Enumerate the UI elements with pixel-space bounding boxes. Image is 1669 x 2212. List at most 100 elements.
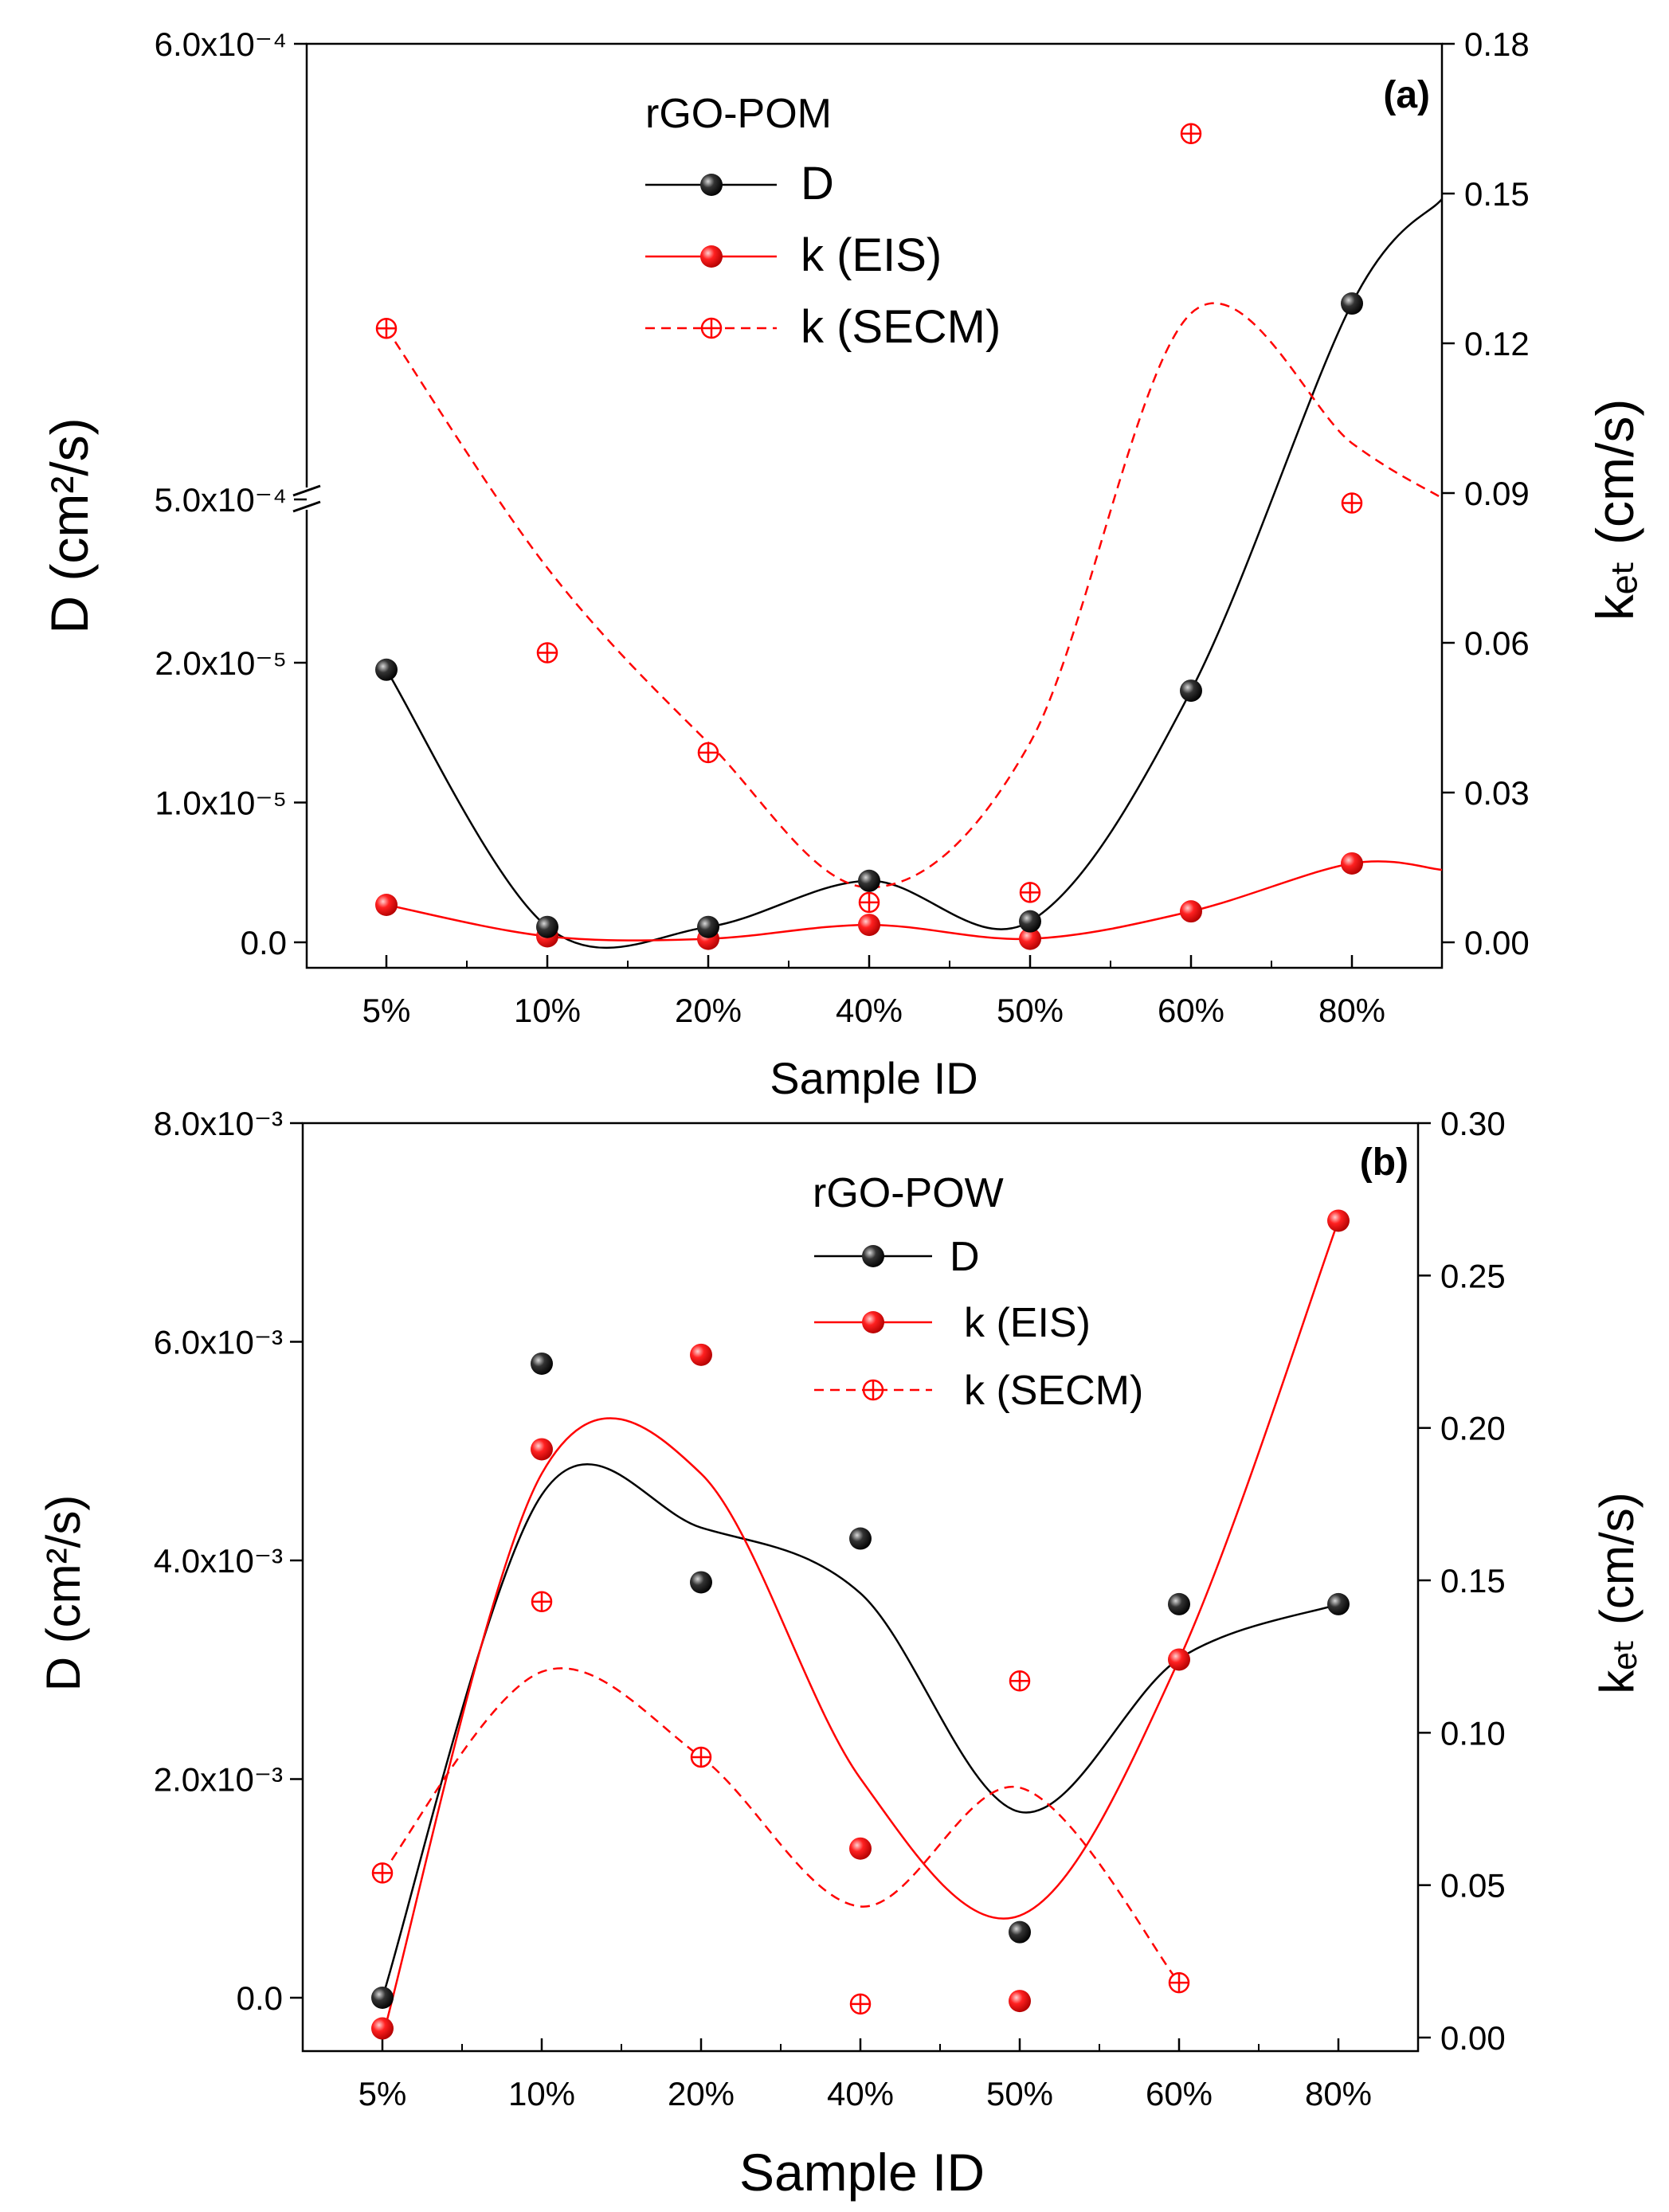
axis-break-mark-2 bbox=[292, 500, 321, 513]
left-ticks-b: 0.0 2.0x10⁻³ 4.0x10⁻³ 6.0x10⁻³ 8.0x10⁻³ bbox=[154, 1105, 303, 2017]
right-tick-label-a: 0.18 bbox=[1464, 25, 1530, 63]
fit-curves-b bbox=[381, 1220, 1340, 2038]
right-tick-label-a: 0.00 bbox=[1464, 924, 1530, 961]
right-tick-label-b: 0.05 bbox=[1440, 1867, 1506, 1905]
x-tick-label-b: 5% bbox=[358, 2075, 407, 2112]
plot-frame-b bbox=[301, 1122, 1420, 2053]
x-tick-label-a: 5% bbox=[362, 992, 411, 1029]
point-d-b bbox=[1168, 1592, 1190, 1615]
legend-marker-d-b bbox=[862, 1245, 884, 1267]
point-d-a bbox=[1341, 292, 1363, 315]
right-tick-label-b: 0.15 bbox=[1440, 1562, 1506, 1599]
left-tick-label-a: 5.0x10⁻⁴ bbox=[155, 481, 287, 519]
legend-a: rGO-POM D k (EIS) k (SECM) bbox=[645, 91, 1001, 353]
legend-title-a: rGO-POM bbox=[645, 91, 832, 137]
legend-item-keis-a: k (EIS) bbox=[645, 229, 942, 281]
legend-marker-keis-b bbox=[862, 1311, 884, 1333]
x-tick-label-b: 50% bbox=[986, 2075, 1053, 2112]
data-points-a bbox=[375, 123, 1363, 950]
point-ksecm-b bbox=[1009, 1670, 1031, 1692]
point-d-a bbox=[697, 915, 719, 938]
panel-label-b: (b) bbox=[1360, 1141, 1408, 1184]
panel-a: 5% 10% 20% 40% 50% 60% 80% 0.0 1.0x10⁻⁵ 2.0x10⁻⁵… bbox=[40, 25, 1644, 1103]
point-d-a bbox=[858, 869, 880, 892]
point-keis-b bbox=[531, 1438, 553, 1461]
x-tick-label-b: 80% bbox=[1305, 2075, 1372, 2112]
point-d-b bbox=[690, 1571, 712, 1594]
point-d-b bbox=[1009, 1920, 1031, 1944]
right-tick-label-b: 0.10 bbox=[1440, 1714, 1506, 1752]
left-tick-label-b: 4.0x10⁻³ bbox=[154, 1542, 283, 1580]
point-d-a bbox=[375, 658, 398, 681]
point-d-b bbox=[531, 1352, 553, 1375]
right-tick-label-b: 0.00 bbox=[1440, 2019, 1506, 2057]
x-tick-label-a: 60% bbox=[1158, 992, 1224, 1029]
point-d-b bbox=[849, 1527, 872, 1550]
point-keis-b bbox=[1009, 1990, 1031, 2013]
plot-frame-a bbox=[305, 42, 1444, 969]
point-ksecm-a bbox=[1180, 123, 1202, 145]
legend-item-ksecm-b: k (SECM) bbox=[814, 1368, 1143, 1414]
legend-item-d-a: D bbox=[645, 158, 834, 209]
left-ticks-a: 0.0 1.0x10⁻⁵ 2.0x10⁻⁵ 5.0x10⁻⁴ 6.0x10⁻⁴ bbox=[155, 25, 307, 961]
point-keis-a bbox=[1341, 852, 1363, 875]
right-tick-label-a: 0.12 bbox=[1464, 325, 1530, 362]
point-keis-b bbox=[690, 1343, 712, 1366]
point-keis-a bbox=[1180, 900, 1202, 923]
x-tick-label-b: 40% bbox=[827, 2075, 894, 2112]
point-ksecm-a bbox=[1019, 882, 1041, 903]
x-tick-label-b: 20% bbox=[668, 2075, 735, 2112]
legend-b: rGO-POW D k (EIS) k (SECM) bbox=[813, 1170, 1143, 1414]
y-axis-right-label-b: kₑₜ (cm/s) bbox=[1590, 1492, 1644, 1693]
point-keis-b bbox=[849, 1837, 872, 1860]
axis-break-mark-1 bbox=[292, 484, 321, 497]
right-tick-label-b: 0.20 bbox=[1440, 1410, 1506, 1447]
legend-marker-keis-a bbox=[700, 245, 723, 268]
point-keis-b bbox=[1327, 1209, 1350, 1232]
fit-curve-d-b bbox=[381, 1463, 1339, 1999]
x-tick-label-a: 50% bbox=[997, 992, 1064, 1029]
y-axis-right-label-a: kₑₜ (cm/s) bbox=[1585, 399, 1644, 621]
legend-label-d-b: D bbox=[950, 1234, 980, 1280]
point-d-a bbox=[1019, 910, 1041, 933]
right-tick-label-b: 0.25 bbox=[1440, 1257, 1506, 1294]
point-keis-a bbox=[375, 894, 398, 916]
left-tick-label-a: 6.0x10⁻⁴ bbox=[155, 25, 287, 63]
left-tick-label-a: 0.0 bbox=[241, 924, 287, 961]
left-tick-label-a: 2.0x10⁻⁵ bbox=[155, 644, 287, 682]
x-tick-label-b: 10% bbox=[508, 2075, 575, 2112]
left-tick-label-b: 8.0x10⁻³ bbox=[154, 1105, 283, 1142]
point-ksecm-a bbox=[375, 317, 398, 339]
legend-marker-ksecm-a bbox=[700, 317, 723, 339]
point-ksecm-a bbox=[858, 891, 880, 914]
point-ksecm-b bbox=[531, 1591, 553, 1613]
point-ksecm-a bbox=[536, 642, 558, 664]
legend-item-ksecm-a: k (SECM) bbox=[645, 301, 1001, 353]
x-tick-label-b: 60% bbox=[1146, 2075, 1213, 2112]
x-axis-label-b: Sample ID bbox=[739, 2143, 985, 2202]
legend-label-ksecm-b: k (SECM) bbox=[964, 1368, 1143, 1414]
right-tick-label-b: 0.30 bbox=[1440, 1105, 1506, 1142]
y-axis-left-label-b: D (cm²/s) bbox=[37, 1495, 90, 1692]
legend-marker-ksecm-b bbox=[862, 1379, 884, 1401]
panel-b: 5% 10% 20% 40% 50% 60% 80% 0.0 2.0x10⁻³ 4.0x10⁻³… bbox=[37, 1105, 1644, 2202]
right-tick-label-a: 0.09 bbox=[1464, 475, 1530, 512]
point-d-a bbox=[1180, 679, 1202, 703]
x-tick-label-a: 80% bbox=[1318, 992, 1385, 1029]
right-ticks-b: 0.00 0.05 0.10 0.15 0.20 0.25 0.30 bbox=[1418, 1105, 1506, 2057]
legend-label-ksecm-a: k (SECM) bbox=[801, 301, 1001, 353]
point-keis-b bbox=[1168, 1648, 1190, 1671]
x-axis-label-a: Sample ID bbox=[770, 1053, 978, 1103]
point-keis-b bbox=[371, 2017, 394, 2040]
data-points-b bbox=[371, 1209, 1350, 2040]
fit-curve-keis-b bbox=[381, 1220, 1340, 2038]
legend-title-b: rGO-POW bbox=[813, 1170, 1004, 1216]
legend-item-keis-b: k (EIS) bbox=[814, 1300, 1091, 1346]
x-tick-label-a: 10% bbox=[514, 992, 581, 1029]
point-ksecm-b bbox=[371, 1862, 394, 1884]
left-tick-label-a: 1.0x10⁻⁵ bbox=[155, 785, 287, 822]
x-ticks-a: 5% 10% 20% 40% 50% 60% 80% bbox=[362, 955, 1385, 1029]
point-d-b bbox=[1327, 1592, 1350, 1615]
left-tick-label-b: 2.0x10⁻³ bbox=[154, 1761, 283, 1799]
